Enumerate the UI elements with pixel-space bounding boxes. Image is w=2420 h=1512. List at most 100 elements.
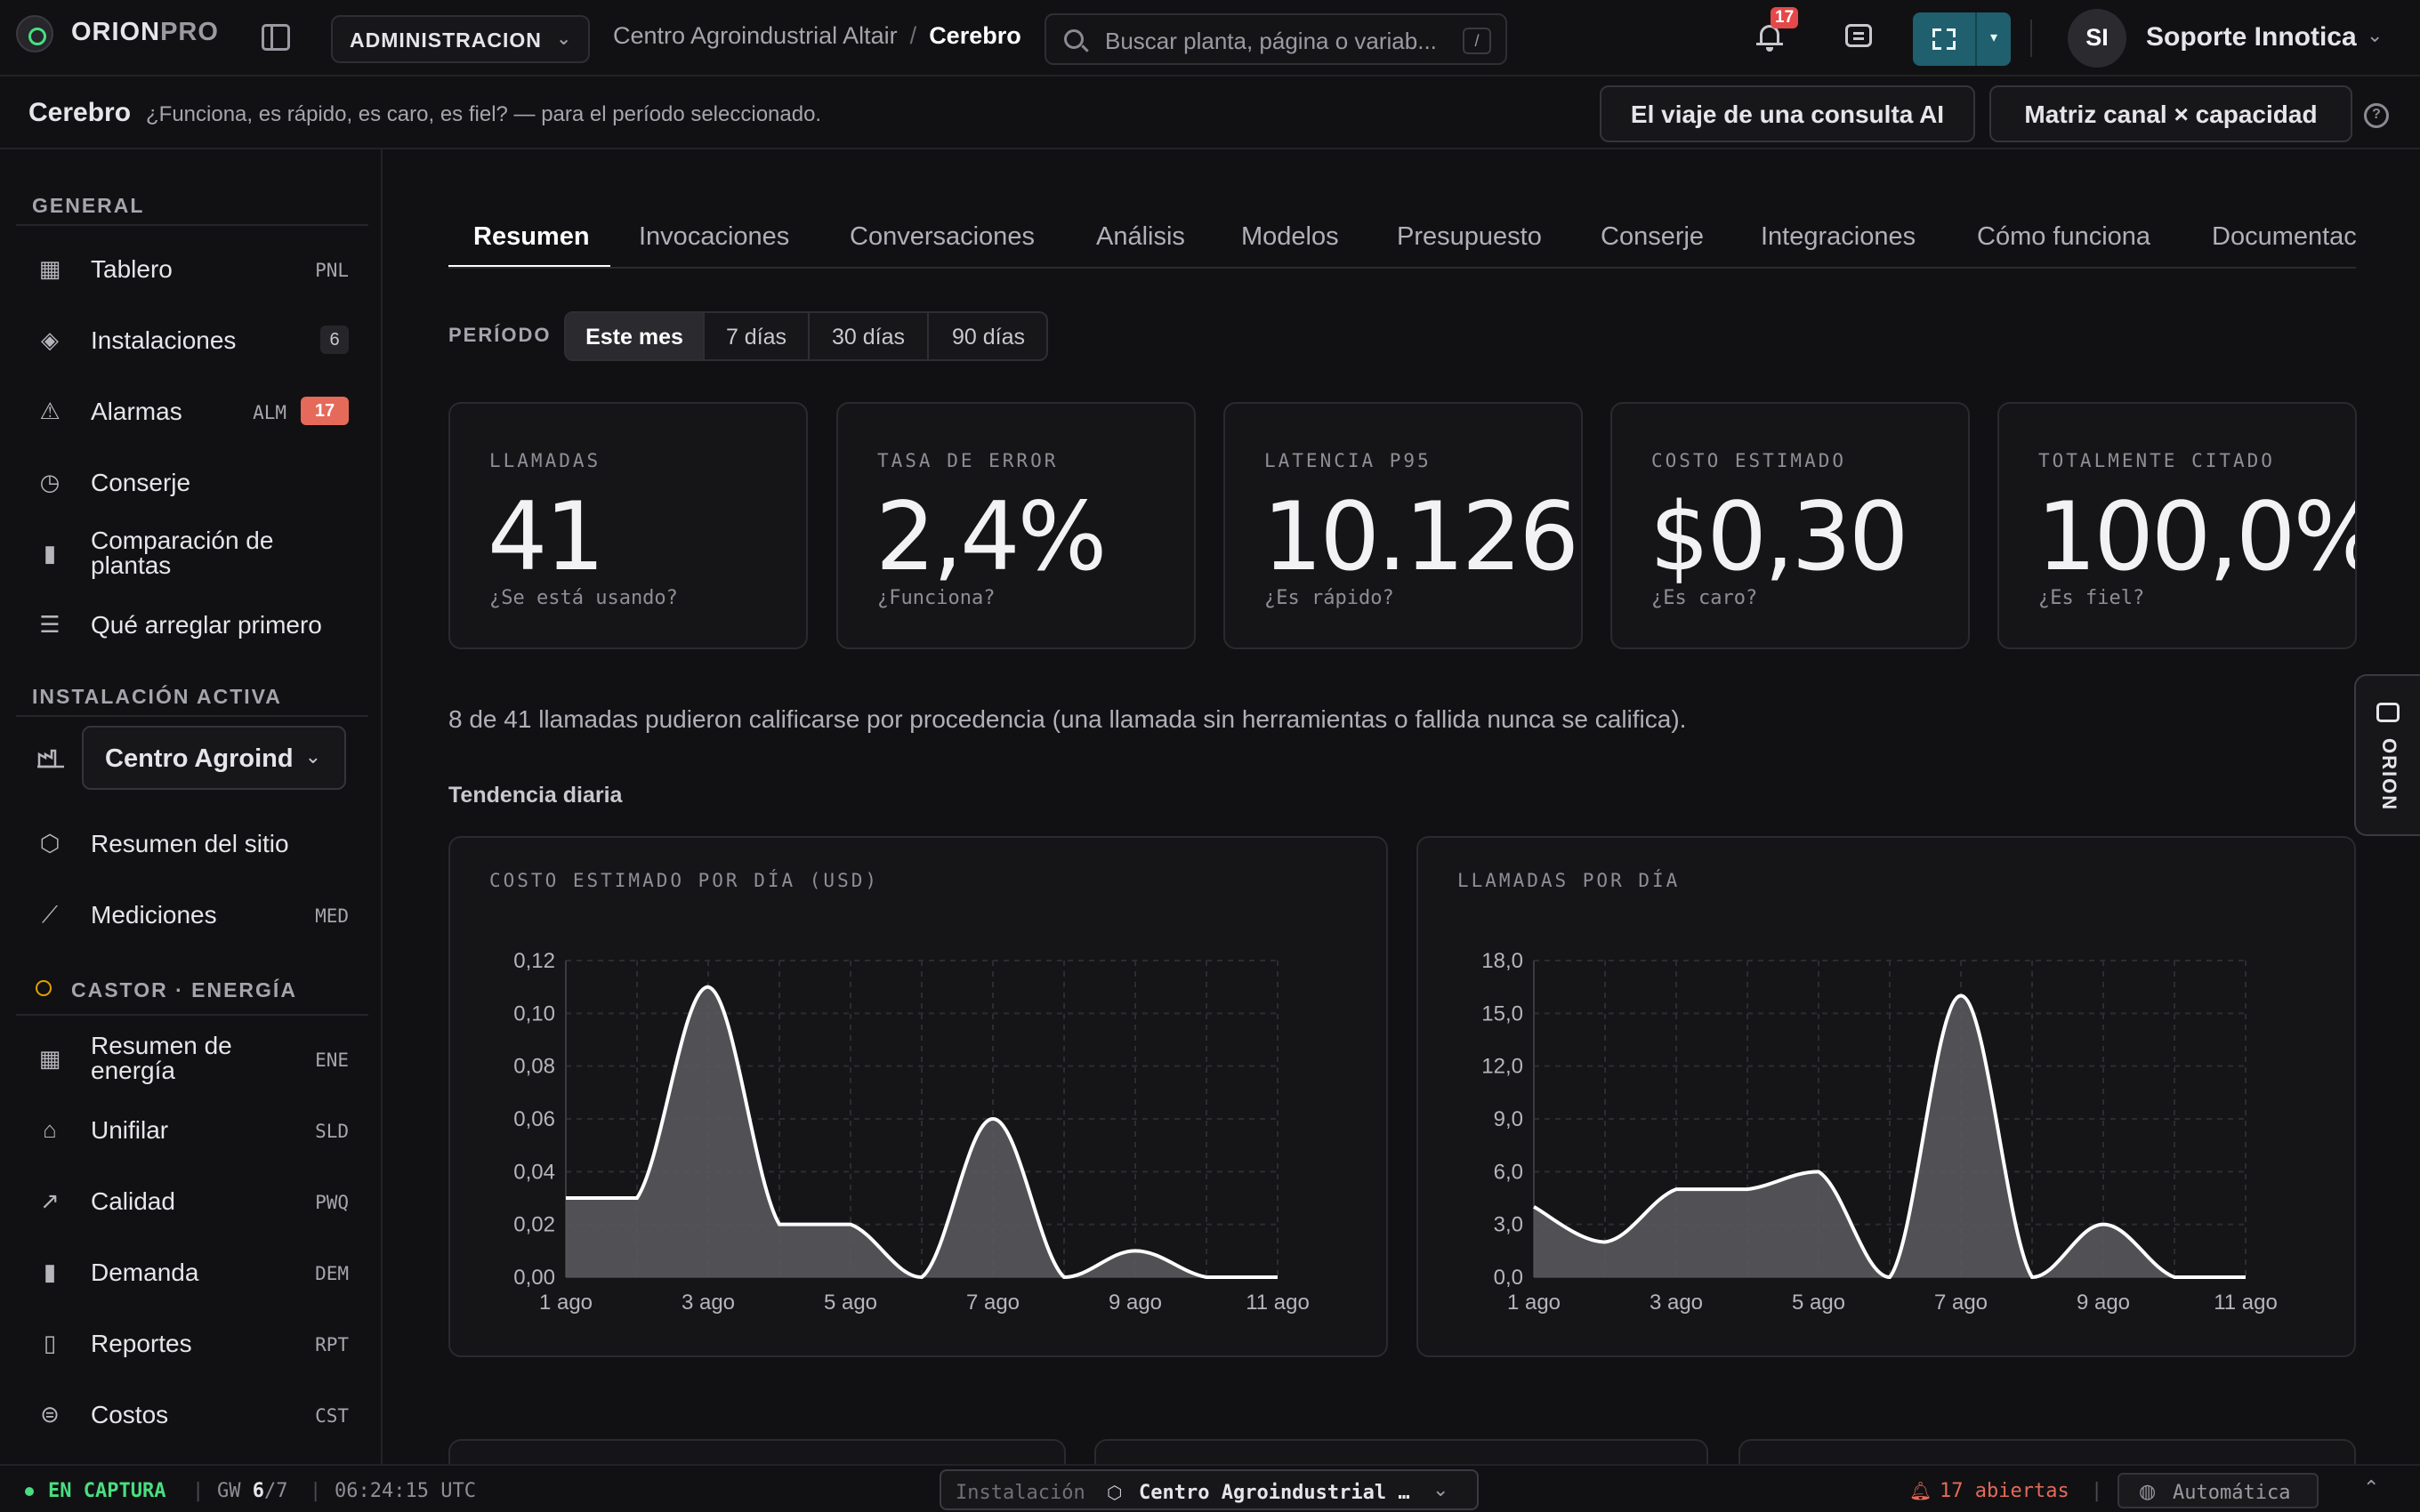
- breadcrumb-separator: /: [909, 22, 917, 49]
- channel-matrix-button[interactable]: Matriz canal × capacidad: [1989, 85, 2352, 142]
- x-tick-label: 11 ago: [1246, 1291, 1310, 1315]
- sidebar-item-alarmas[interactable]: ⚠ Alarmas ALM 17: [16, 379, 368, 441]
- help-icon[interactable]: ?: [2364, 103, 2389, 128]
- sidebar-item-label: Unifilar: [91, 1116, 169, 1144]
- orion-tab-label: ORION: [2378, 738, 2400, 812]
- avatar[interactable]: SI: [2068, 9, 2126, 68]
- search-shortcut-key: /: [1463, 28, 1491, 54]
- tab-documentacion[interactable]: Documentación: [2212, 222, 2356, 251]
- divider: [2030, 20, 2032, 57]
- chart-title: COSTO ESTIMADO POR DÍA (USD): [489, 870, 880, 891]
- factory-icon: [37, 749, 64, 768]
- kpi-value-text: $0,30: [1650, 482, 1908, 591]
- trend-icon: ↗: [40, 1187, 60, 1214]
- open-alerts[interactable]: 17 abiertas: [1940, 1480, 2069, 1502]
- language-mode-toggle[interactable]: ◍ Automática: [2118, 1473, 2319, 1508]
- sidebar-item-costos[interactable]: ⊜ Costos CST: [16, 1382, 368, 1444]
- tab-invocaciones[interactable]: Invocaciones: [639, 222, 790, 251]
- tab-integraciones[interactable]: Integraciones: [1761, 222, 1916, 251]
- tab-resumen[interactable]: Resumen: [473, 222, 590, 251]
- gateway-total: /7: [264, 1480, 288, 1502]
- fullscreen-dropdown-icon[interactable]: ▾: [1975, 12, 2011, 66]
- role-select[interactable]: ADMINISTRACION ⌄: [331, 15, 590, 63]
- app-logo[interactable]: ORIONPRO: [71, 18, 219, 47]
- orion-assistant-tab[interactable]: ORION: [2354, 674, 2420, 836]
- search-placeholder: Buscar planta, página o variab...: [1105, 28, 1437, 54]
- sidebar-item-label: Qué arreglar primero: [91, 611, 322, 639]
- period-option-30-dias[interactable]: 30 días: [810, 313, 929, 359]
- tab-conversaciones[interactable]: Conversaciones: [850, 222, 1035, 251]
- kpi-value: 2,4%: [875, 482, 1117, 591]
- kpi-question: ¿Es rápido?: [1264, 587, 1394, 609]
- sidebar-item-resumen-sitio[interactable]: ⬡ Resumen del sitio: [16, 811, 368, 873]
- divider: [16, 715, 368, 717]
- chevron-down-icon[interactable]: ⌄: [2367, 24, 2384, 46]
- bell-icon[interactable]: [1756, 21, 1783, 52]
- period-option-este-mes[interactable]: Este mes: [566, 313, 705, 359]
- line-chart-icon: ⟋: [41, 901, 59, 928]
- installation-select[interactable]: Centro Agroindustrial Altair ⌄: [82, 726, 346, 790]
- y-tick-label: 9,0: [1494, 1107, 1523, 1131]
- breadcrumb-plant[interactable]: Centro Agroindustrial Altair: [613, 22, 898, 49]
- tab-presupuesto[interactable]: Presupuesto: [1397, 222, 1542, 251]
- section-title-trend: Tendencia diaria: [448, 783, 623, 808]
- mode-label: Automática: [2173, 1482, 2291, 1504]
- gateway-label: GW: [217, 1480, 241, 1502]
- chevron-down-icon: ⌄: [304, 745, 321, 768]
- installation-select-value: Centro Agroindustrial Altair: [105, 744, 292, 773]
- sidebar-item-demanda[interactable]: ▮ Demanda DEM: [16, 1240, 368, 1302]
- x-tick-label: 3 ago: [1650, 1291, 1703, 1315]
- sidebar-item-resumen-energia[interactable]: ▦ Resumen de energía ENE: [16, 1026, 368, 1089]
- installation-pill[interactable]: Instalación ⬡ Centro Agroindustrial … ⌄: [940, 1469, 1479, 1510]
- sidebar-item-comparacion[interactable]: ▮ Comparación de plantas: [16, 521, 368, 583]
- tab-analisis[interactable]: Análisis: [1096, 222, 1185, 251]
- y-tick-label: 6,0: [1494, 1160, 1523, 1184]
- sidebar-item-calidad[interactable]: ↗ Calidad PWQ: [16, 1169, 368, 1231]
- grid-icon: ▦: [38, 255, 61, 282]
- sidebar-item-label: Mediciones: [91, 901, 217, 929]
- tab-conserje[interactable]: Conserje: [1601, 222, 1705, 251]
- chevron-up-icon[interactable]: ⌃: [2363, 1476, 2380, 1499]
- gateway-count: 6: [252, 1480, 264, 1502]
- expand-icon[interactable]: [1913, 12, 1975, 66]
- sidebar-item-reportes[interactable]: ▯ Reportes RPT: [16, 1311, 368, 1373]
- x-tick-label: 11 ago: [2214, 1291, 2278, 1315]
- bar-chart-icon: ▮: [43, 1259, 57, 1285]
- chart-card-calls: LLAMADAS POR DÍA 0,0 3,0 6,0 9,0 12,0 15,0 18,…: [1416, 836, 2356, 1357]
- fullscreen-button[interactable]: ▾: [1913, 12, 2011, 66]
- chart-card-cost: COSTO ESTIMADO POR DÍA (USD) 0,00 0,02 0,0…: [448, 836, 1388, 1357]
- tab-como-funciona[interactable]: Cómo funciona: [1977, 222, 2151, 251]
- page-header: Cerebro ¿Funciona, es rápido, es caro, e…: [0, 76, 2420, 149]
- period-option-7-dias[interactable]: 7 días: [705, 313, 810, 359]
- period-option-90-dias[interactable]: 90 días: [951, 325, 1025, 350]
- tab-modelos[interactable]: Modelos: [1241, 222, 1339, 251]
- sidebar-item-label: Tablero: [91, 255, 173, 283]
- sidebar-item-label: Alarmas: [91, 398, 182, 425]
- chat-icon: [2376, 703, 2400, 722]
- calls-chart: 0,0 3,0 6,0 9,0 12,0 15,0 18,0 1 ago 3 ago 5 ago 7…: [1481, 949, 2278, 1315]
- file-icon: ▯: [43, 1330, 57, 1356]
- kpi-label: TASA DE ERROR: [877, 450, 1059, 471]
- sidebar-item-label: Conserje: [91, 469, 191, 496]
- user-name[interactable]: Soporte Innotica: [2146, 22, 2357, 52]
- count-badge: 6: [320, 326, 349, 354]
- sidebar-item-unifilar[interactable]: ⌂ Unifilar SLD: [16, 1098, 368, 1160]
- sidebar-item-mediciones[interactable]: ⟋ Mediciones MED: [16, 882, 368, 945]
- chevron-down-icon: ⌄: [1432, 1478, 1449, 1500]
- shortcut-code: CST: [315, 1405, 349, 1427]
- sidebar-item-tablero[interactable]: ▦ Tablero PNL: [16, 237, 368, 299]
- x-tick-label: 7 ago: [966, 1291, 1020, 1315]
- sidebar-item-que-arreglar[interactable]: ☰ Qué arreglar primero: [16, 592, 368, 655]
- sidebar-item-conserje[interactable]: ◷ Conserje: [16, 450, 368, 512]
- sidebar-toggle-icon[interactable]: [262, 24, 290, 51]
- orion-logo-icon[interactable]: [16, 15, 53, 52]
- tab-bar: Resumen Invocaciones Conversaciones Anál…: [448, 206, 2356, 269]
- chat-icon[interactable]: [1845, 24, 1872, 47]
- shortcut-code: MED: [315, 905, 349, 927]
- shortcut-code: ALM: [253, 402, 286, 423]
- sidebar-item-instalaciones[interactable]: ◈ Instalaciones 6: [16, 308, 368, 370]
- query-journey-button[interactable]: El viaje de una consulta AI: [1600, 85, 1975, 142]
- kpi-value: 100,0%: [2037, 482, 2355, 591]
- search-input[interactable]: Buscar planta, página o variab... /: [1045, 13, 1507, 65]
- divider: |: [310, 1480, 322, 1502]
